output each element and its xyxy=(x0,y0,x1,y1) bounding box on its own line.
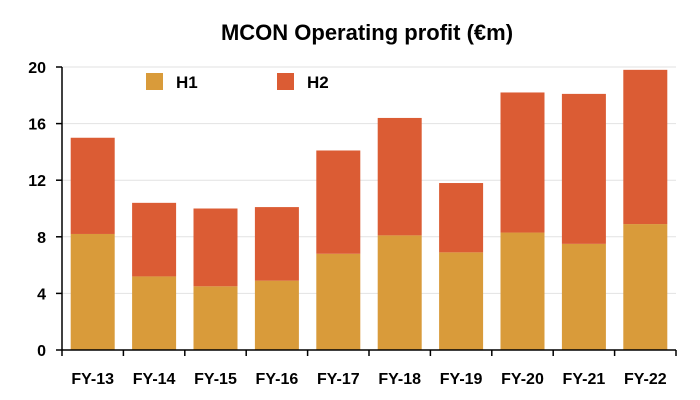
x-tick-label: FY-18 xyxy=(378,371,421,388)
bar-h2-fy-16 xyxy=(254,207,299,281)
legend-label-h2: H2 xyxy=(307,73,329,92)
legend-label-h1: H1 xyxy=(176,73,198,92)
bar-h2-fy-15 xyxy=(193,208,238,287)
bar-h1-fy-14 xyxy=(132,276,177,350)
bar-h1-fy-16 xyxy=(254,280,299,350)
x-tick-label: FY-16 xyxy=(256,371,299,388)
x-tick-label: FY-14 xyxy=(133,371,176,388)
x-tick-label: FY-20 xyxy=(501,371,544,388)
y-tick-label: 20 xyxy=(28,60,46,77)
x-tick-label: FY-13 xyxy=(71,371,114,388)
chart-title: MCON Operating profit (€m) xyxy=(221,20,513,45)
axes: 0 4 8 12 16 20 FY-13 FY-14 FY-15 FY-16 FY-17 FY-18 F… xyxy=(28,60,677,388)
bar-h1-fy-22 xyxy=(623,224,668,350)
x-tick-label: FY-19 xyxy=(440,371,483,388)
x-tick-label: FY-22 xyxy=(624,371,667,388)
bar-h2-fy-17 xyxy=(316,150,361,254)
y-tick-label: 16 xyxy=(28,117,46,134)
x-tick-label: FY-21 xyxy=(563,371,606,388)
bars xyxy=(70,69,668,350)
y-tick-label: 0 xyxy=(37,343,46,360)
y-tick-label: 8 xyxy=(37,230,46,247)
bar-h2-fy-13 xyxy=(70,137,115,234)
x-tick-label: FY-15 xyxy=(194,371,237,388)
bar-h1-fy-15 xyxy=(193,286,238,350)
bar-h2-fy-22 xyxy=(623,69,668,225)
bar-h2-fy-19 xyxy=(439,183,484,253)
bar-h1-fy-20 xyxy=(500,232,545,350)
y-tick-label: 4 xyxy=(37,286,46,303)
x-tick-label: FY-17 xyxy=(317,371,360,388)
bar-h1-fy-21 xyxy=(561,243,606,350)
bar-h1-fy-13 xyxy=(70,233,115,350)
bar-h2-fy-14 xyxy=(132,202,177,277)
bar-h2-fy-20 xyxy=(500,92,545,233)
legend-swatch-h2 xyxy=(277,73,294,90)
legend-swatch-h1 xyxy=(146,73,163,90)
bar-h2-fy-21 xyxy=(561,93,606,244)
legend: H1 H2 xyxy=(146,73,329,92)
bar-h1-fy-18 xyxy=(377,235,422,350)
y-tick-label: 12 xyxy=(28,173,46,190)
bar-h2-fy-18 xyxy=(377,117,422,236)
bar-h1-fy-19 xyxy=(439,252,484,350)
bar-h1-fy-17 xyxy=(316,253,361,350)
